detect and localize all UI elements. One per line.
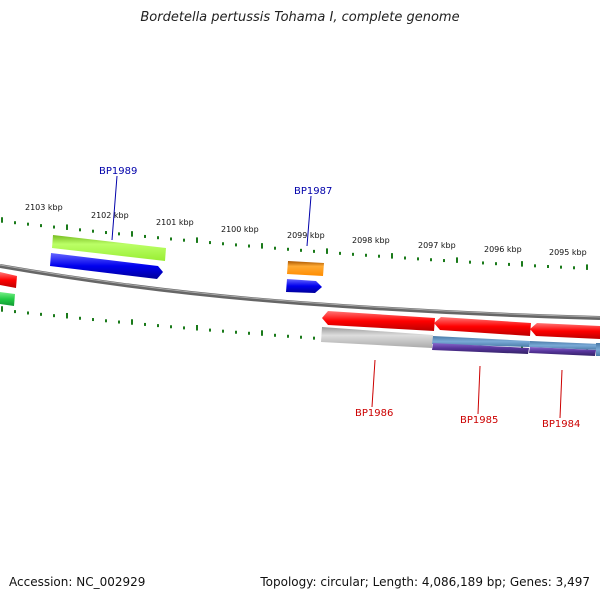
leader-line — [371, 359, 376, 408]
genome-backbone-highlight — [0, 264, 600, 318]
tick-label: 2096 kbp — [484, 245, 522, 254]
gene-arrow[interactable] — [50, 253, 163, 279]
leader-line — [111, 175, 118, 241]
gene-label-reverse[interactable]: BP1986 — [355, 408, 393, 419]
leader-line — [306, 195, 312, 247]
gene-labels: BP1989 BP1987 BP1986 BP1985 BP1984 — [99, 166, 580, 430]
tick-label: 2097 kbp — [418, 241, 456, 250]
map-title: Bordetella pertussis Tohama I, complete … — [140, 10, 460, 25]
gene-label-reverse[interactable]: BP1985 — [460, 415, 498, 426]
gene-arrow[interactable] — [432, 343, 529, 354]
tick-labels: 2103 kbp 2102 kbp 2101 kbp 2100 kbp 2099… — [25, 203, 587, 257]
tick-label: 2102 kbp — [91, 211, 129, 220]
tick-label: 2095 kbp — [549, 248, 587, 257]
forward-features — [0, 235, 324, 306]
tick-label: 2103 kbp — [25, 203, 63, 212]
outer-tick-ring — [1, 217, 588, 270]
gene-arrow[interactable] — [286, 279, 322, 293]
gene-arrow[interactable] — [52, 235, 166, 261]
gene-arrow[interactable] — [322, 311, 435, 331]
label-leaders — [111, 175, 563, 419]
tick-label: 2101 kbp — [156, 218, 194, 227]
gene-label-forward[interactable]: BP1987 — [294, 186, 332, 197]
gene-arrow[interactable] — [529, 341, 600, 350]
genome-summary-text: Topology: circular; Length: 4,086,189 bp… — [260, 575, 590, 589]
leader-line — [559, 369, 563, 419]
gene-label-reverse[interactable]: BP1984 — [542, 419, 580, 430]
gene-arrow[interactable] — [434, 317, 531, 336]
leader-line — [477, 365, 481, 415]
tick-label: 2099 kbp — [287, 231, 325, 240]
gene-arrow[interactable] — [530, 323, 600, 339]
gene-arrow[interactable] — [321, 327, 433, 348]
gene-arrow[interactable] — [529, 347, 596, 356]
gene-label-forward[interactable]: BP1989 — [99, 166, 137, 177]
accession-text: Accession: NC_002929 — [9, 575, 146, 589]
genome-backbone — [0, 264, 600, 320]
gene-arrow[interactable] — [0, 292, 15, 306]
reverse-features — [321, 311, 600, 356]
tick-label: 2098 kbp — [352, 236, 390, 245]
gene-arrow[interactable] — [0, 272, 17, 288]
gene-arrow[interactable] — [596, 343, 600, 356]
tick-label: 2100 kbp — [221, 225, 259, 234]
gene-arrow[interactable] — [287, 261, 324, 276]
